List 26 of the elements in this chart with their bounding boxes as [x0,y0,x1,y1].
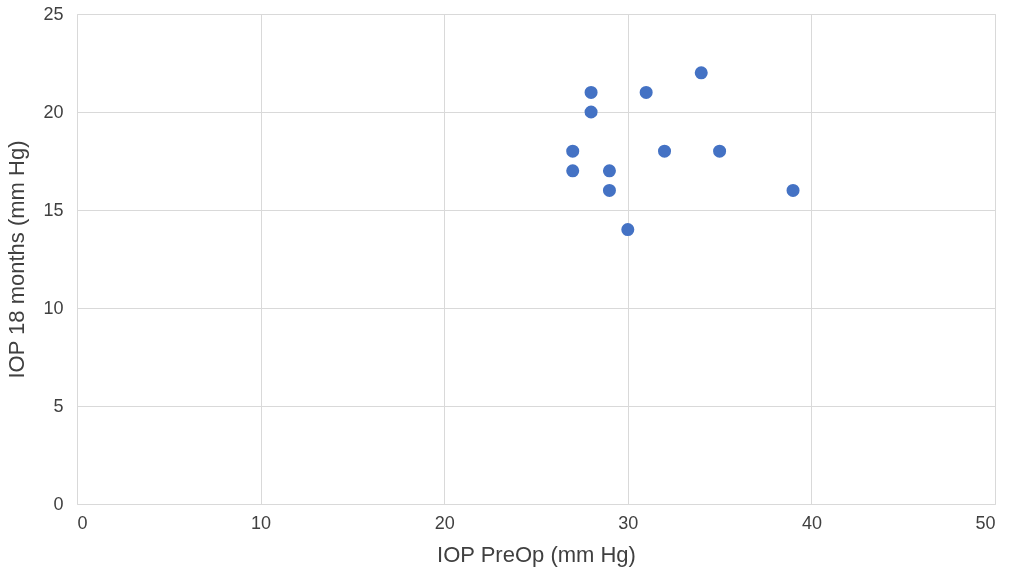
y-tick-label: 15 [43,199,64,220]
y-tick-label: 5 [53,395,64,416]
y-tick-label: 20 [43,101,64,122]
point [584,85,598,99]
point [658,144,672,158]
y-tick-label: 25 [43,3,64,24]
y-tick-label: 0 [53,493,64,514]
point [713,144,727,158]
x-tick-label: 20 [434,512,455,533]
point [566,144,580,158]
y-tick-label: 10 [43,297,64,318]
x-tick-label: 30 [618,512,639,533]
point [602,183,616,197]
point [786,183,800,197]
x-tick-label: 0 [77,512,88,533]
x-tick-label: 40 [801,512,822,533]
point [584,105,598,119]
point [621,223,635,237]
x-tick-label: 50 [975,512,996,533]
y-axis-title: IOP 18 months (mm Hg) [4,140,30,379]
point [566,164,580,178]
point [694,66,708,80]
x-axis-title: IOP PreOp (mm Hg) [437,541,636,567]
point [602,164,616,178]
x-tick-label: 10 [251,512,272,533]
point [639,85,653,99]
